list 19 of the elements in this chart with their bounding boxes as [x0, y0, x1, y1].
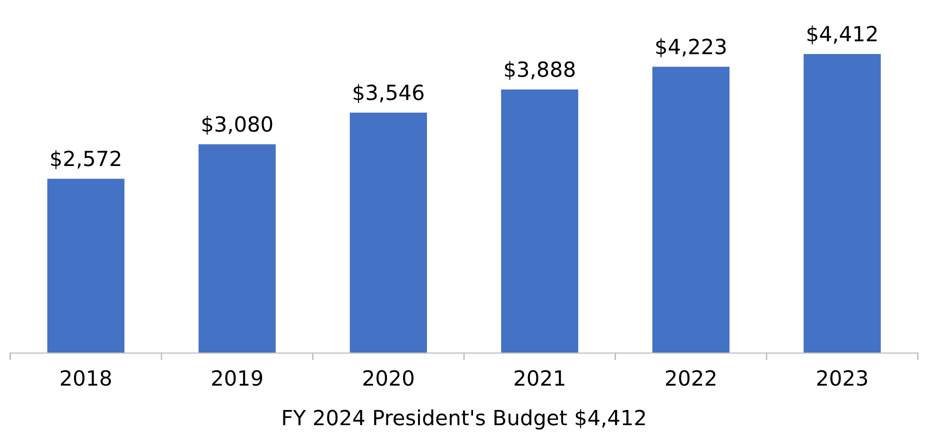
data-label: $3,546	[354, 84, 424, 104]
data-label: $2,572	[51, 150, 120, 170]
x-tick-label: 2018	[60, 370, 111, 386]
bar	[198, 144, 276, 354]
data-label: $3,080	[202, 116, 272, 135]
bar	[47, 178, 124, 354]
x-tick-label: 2022	[666, 370, 716, 386]
bar	[501, 89, 578, 354]
bar	[652, 66, 730, 354]
x-tick-label: 2019	[212, 370, 262, 386]
data-label: $4,223	[656, 38, 726, 58]
x-axis-title: FY 2024 President's Budget $4,412	[283, 409, 645, 430]
bar	[804, 54, 881, 354]
x-tick-label: 2023	[817, 370, 868, 386]
bar	[350, 112, 427, 354]
x-tick-label: 2021	[514, 370, 564, 386]
data-label: $4,412	[807, 25, 877, 44]
x-tick-label: 2020	[363, 370, 414, 386]
data-label: $3,888	[504, 60, 575, 80]
